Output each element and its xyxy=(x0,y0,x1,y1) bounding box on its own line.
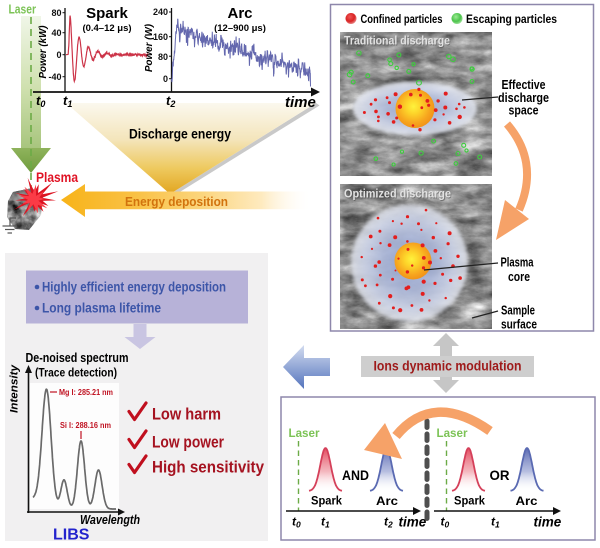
svg-text:t0: t0 xyxy=(292,515,301,530)
svg-text:Energy deposition: Energy deposition xyxy=(125,195,228,209)
svg-text:Arc: Arc xyxy=(227,5,252,22)
svg-text:Low power: Low power xyxy=(152,433,224,452)
svg-text:t0: t0 xyxy=(441,515,450,530)
svg-text:core: core xyxy=(508,270,530,284)
svg-text:Confined particles: Confined particles xyxy=(361,14,443,26)
svg-text:Si I: 288.16 nm: Si I: 288.16 nm xyxy=(60,420,111,430)
svg-text:time: time xyxy=(399,515,427,530)
svg-text:Traditional discharge: Traditional discharge xyxy=(344,36,450,48)
svg-text:discharge: discharge xyxy=(498,91,549,105)
svg-text:(12–900 μs): (12–900 μs) xyxy=(214,23,266,34)
svg-text:80: 80 xyxy=(158,52,168,62)
svg-text:De-noised spectrum: De-noised spectrum xyxy=(26,351,129,365)
svg-text:Spark: Spark xyxy=(311,496,343,508)
svg-text:40: 40 xyxy=(51,28,61,38)
svg-text:Power (kW): Power (kW) xyxy=(37,25,49,78)
svg-text:surface: surface xyxy=(501,318,537,332)
svg-text:Power (W): Power (W) xyxy=(143,24,155,72)
svg-text:Intensity: Intensity xyxy=(9,364,21,413)
svg-text:space: space xyxy=(509,104,539,118)
svg-text:t1: t1 xyxy=(321,515,330,530)
svg-text:Wavelength: Wavelength xyxy=(80,513,140,527)
svg-text:time: time xyxy=(534,515,562,530)
svg-text:Highly efficient energy deposi: Highly efficient energy deposition xyxy=(42,280,226,295)
svg-text:LIBS: LIBS xyxy=(53,527,90,544)
svg-text:80: 80 xyxy=(51,8,61,18)
svg-text:Long plasma lifetime: Long plasma lifetime xyxy=(42,301,161,316)
svg-text:Laser: Laser xyxy=(289,426,320,440)
svg-text:High sensitivity: High sensitivity xyxy=(152,458,264,477)
svg-text:(0.4–12 μs): (0.4–12 μs) xyxy=(82,23,131,34)
svg-text:Effective: Effective xyxy=(502,78,546,92)
svg-text:Spark: Spark xyxy=(454,496,486,508)
svg-text:160: 160 xyxy=(153,32,168,42)
svg-text:t2: t2 xyxy=(166,93,175,109)
svg-text:Arc: Arc xyxy=(376,496,399,508)
svg-text:Mg I: 285.21 nm: Mg I: 285.21 nm xyxy=(59,387,113,397)
svg-text:AND: AND xyxy=(342,467,369,483)
svg-text:Ions dynamic modulation: Ions dynamic modulation xyxy=(374,358,522,374)
svg-text:240: 240 xyxy=(153,7,168,17)
svg-text:t2: t2 xyxy=(384,515,393,530)
svg-text:Laser: Laser xyxy=(437,426,468,440)
svg-text:-40: -40 xyxy=(48,72,61,82)
svg-text:t1: t1 xyxy=(491,515,500,530)
svg-text:Optimized discharge: Optimized discharge xyxy=(344,189,451,201)
svg-text:Discharge energy: Discharge energy xyxy=(129,127,231,142)
svg-text:Arc: Arc xyxy=(516,496,539,508)
svg-text:0: 0 xyxy=(163,74,168,84)
svg-text:Optimized discharge: Optimized discharge xyxy=(345,189,452,201)
svg-text:Plasma: Plasma xyxy=(501,256,535,270)
svg-text:Escaping particles: Escaping particles xyxy=(466,14,557,26)
svg-text:Traditional discharge: Traditional discharge xyxy=(345,36,451,48)
svg-text:Spark: Spark xyxy=(86,5,128,22)
svg-text:Laser: Laser xyxy=(9,3,37,17)
svg-text:Low harm: Low harm xyxy=(152,405,221,424)
svg-text:t1: t1 xyxy=(63,93,72,109)
svg-text:t0: t0 xyxy=(36,93,45,109)
svg-text:Plasma: Plasma xyxy=(36,170,78,185)
svg-text:OR: OR xyxy=(490,467,510,483)
svg-text:time: time xyxy=(285,94,316,111)
svg-text:0: 0 xyxy=(56,50,61,60)
svg-text:(Trace detection): (Trace detection) xyxy=(35,368,117,380)
svg-text:Sample: Sample xyxy=(501,304,535,318)
